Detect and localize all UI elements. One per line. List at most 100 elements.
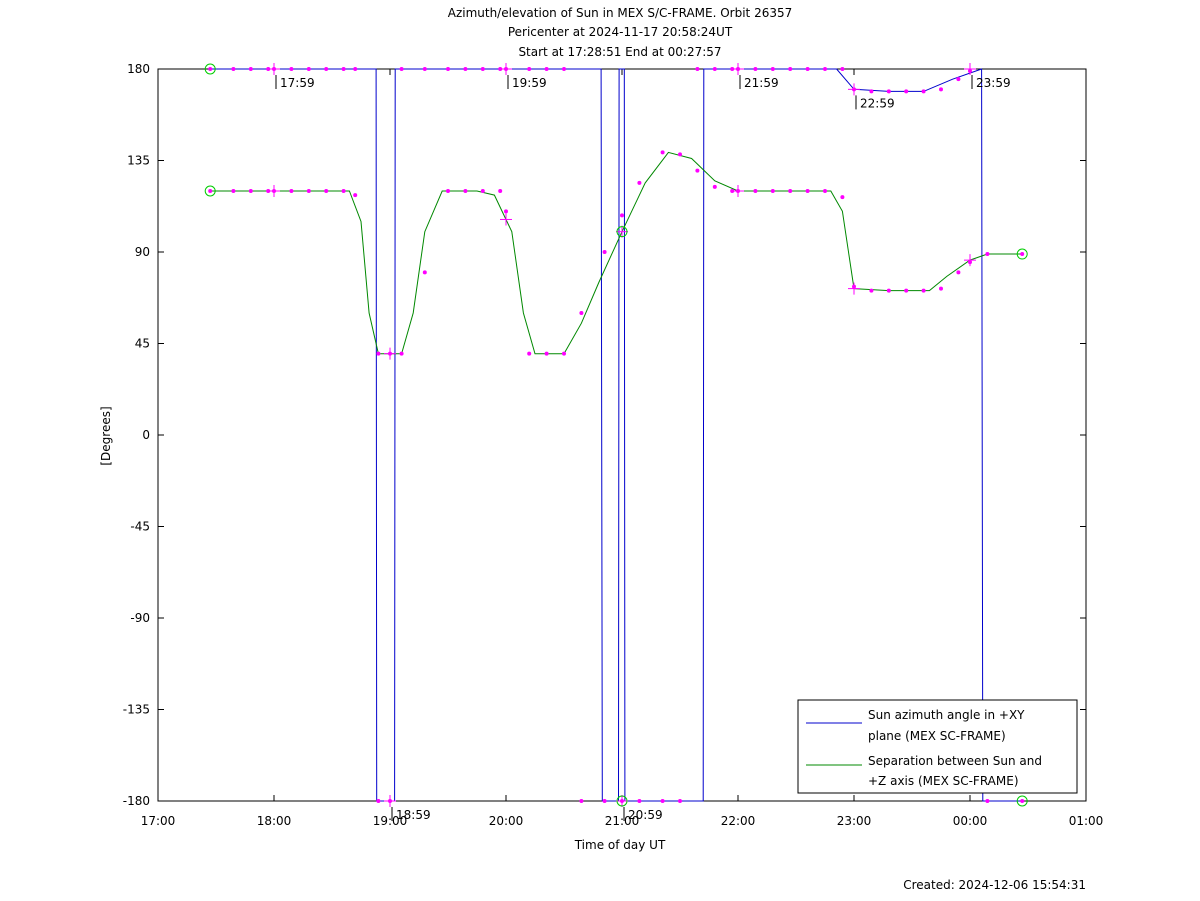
- azimuth-point-40: [886, 89, 891, 94]
- separation-point-46: [985, 252, 990, 257]
- azimuth-point-29: [712, 67, 717, 71]
- azimuth-point-46: [985, 799, 990, 803]
- azimuth-point-1: [231, 67, 236, 71]
- chart-title-line-3: Start at 17:28:51 End at 00:27:57: [518, 45, 721, 59]
- legend-label-azimuth-line-2: plane (MEX SC-FRAME): [868, 729, 1006, 743]
- azimuth-point-16: [480, 67, 485, 71]
- separation-point-22: [579, 311, 584, 315]
- pericenter-circle-0: [616, 795, 628, 807]
- azimuth-point-36: [823, 67, 827, 71]
- separation-point-43: [939, 286, 943, 291]
- plot-frame: [157, 68, 1087, 802]
- x-tick-label-6: 23:00: [837, 814, 872, 828]
- azimuth-point-28: [695, 67, 700, 71]
- separation-point-1: [231, 189, 236, 193]
- azimuth-point-19: [527, 67, 532, 71]
- separation-point-42: [921, 288, 926, 293]
- y-tick-label-4: 0: [142, 428, 150, 442]
- separation-point-28: [695, 168, 700, 173]
- azimuth-point-26: [660, 799, 665, 803]
- separation-point-10: [376, 351, 381, 356]
- azimuth-point-39: [869, 89, 874, 94]
- legend-label-azimuth-line-1: Sun azimuth angle in +XY: [868, 708, 1025, 722]
- azimuth-point-47: [1020, 799, 1025, 803]
- x-tick-label-8: 01:00: [1069, 814, 1104, 828]
- chart-title-line-1: Azimuth/elevation of Sun in MEX S/C-FRAM…: [448, 6, 793, 20]
- separation-point-24: [620, 213, 624, 218]
- azimuth-point-43: [939, 87, 943, 92]
- series-line-azimuth: [210, 68, 1023, 802]
- legend: Sun azimuth angle in +XY plane (MEX SC-F…: [797, 699, 1078, 794]
- created-timestamp: Created: 2024-12-06 15:54:31: [903, 878, 1086, 892]
- separation-point-14: [446, 189, 450, 193]
- azimuth-point-9: [353, 67, 358, 71]
- separation-point-44: [956, 270, 961, 275]
- azimuth-point-37: [840, 67, 845, 71]
- separation-point-37: [840, 195, 845, 200]
- azimuth-point-35: [805, 67, 810, 71]
- azimuth-point-25: [637, 799, 642, 803]
- azimuth-point-23: [602, 799, 607, 803]
- separation-point-17: [498, 189, 503, 193]
- endpoint-separation-1: [1016, 248, 1028, 260]
- azimuth-point-10: [376, 799, 381, 803]
- x-axis-label: Time of day UT: [574, 838, 666, 852]
- azimuth-point-12: [399, 67, 404, 71]
- azimuth-point-7: [324, 67, 329, 71]
- separation-point-34: [788, 189, 793, 193]
- series-line-separation: [210, 151, 1023, 355]
- separation-point-32: [753, 189, 758, 193]
- x-tick-label-2: 19:00: [373, 814, 408, 828]
- orbit-time-label-2: 19:59: [512, 76, 547, 90]
- separation-point-18: [504, 209, 508, 214]
- separation-point-41: [904, 288, 909, 293]
- orbit-time-label-1: 18:59: [396, 808, 431, 822]
- azimuth-point-27: [678, 799, 682, 803]
- x-tick-label-5: 22:00: [721, 814, 756, 828]
- azimuth-point-6: [306, 67, 311, 71]
- separation-point-35: [805, 189, 810, 193]
- y-tick-label-6: -90: [130, 611, 150, 625]
- azimuth-point-13: [422, 67, 427, 71]
- separation-point-6: [306, 189, 311, 193]
- pericenter-circle-1: [616, 226, 628, 238]
- orbit-time-label-0: 17:59: [280, 76, 315, 90]
- y-tick-label-1: 135: [127, 154, 150, 168]
- endpoint-azimuth-1: [1016, 795, 1028, 807]
- separation-point-26: [660, 150, 665, 155]
- separation-point-47: [1020, 252, 1025, 257]
- plot-area: 17:00 18:00 19:00 20:00 21:00 22:00 23:00 00:00…: [123, 62, 1104, 828]
- x-tick-label-7: 00:00: [953, 814, 988, 828]
- y-tick-label-2: 90: [135, 245, 150, 259]
- azimuth-point-20: [544, 67, 549, 71]
- x-tick-label-3: 20:00: [489, 814, 524, 828]
- separation-point-5: [289, 189, 294, 193]
- separation-point-40: [886, 288, 891, 293]
- azimuth-point-42: [921, 89, 926, 94]
- separation-point-36: [823, 189, 827, 193]
- orbit-time-label-6: 23:59: [976, 76, 1011, 90]
- legend-box: [797, 699, 1078, 794]
- azimuth-point-22: [579, 799, 584, 803]
- azimuth-point-41: [904, 89, 909, 94]
- azimuth-point-5: [289, 67, 294, 71]
- legend-label-separation-line-2: +Z axis (MEX SC-FRAME): [868, 774, 1019, 788]
- separation-point-39: [869, 288, 874, 293]
- separation-point-0: [208, 189, 213, 193]
- azimuth-point-34: [788, 67, 793, 71]
- separation-point-25: [637, 180, 642, 185]
- endpoint-separation-0: [204, 185, 216, 197]
- legend-label-separation-line-1: Separation between Sun and: [868, 754, 1042, 768]
- y-tick-label-3: 45: [135, 337, 150, 351]
- separation-point-8: [341, 189, 346, 193]
- x-tick-label-0: 17:00: [141, 814, 176, 828]
- azimuth-point-32: [753, 67, 758, 71]
- separation-point-27: [678, 152, 682, 157]
- azimuth-point-15: [463, 67, 468, 71]
- separation-point-20: [544, 351, 549, 356]
- separation-point-15: [463, 189, 468, 193]
- separation-point-12: [399, 351, 404, 356]
- azimuth-point-21: [562, 67, 566, 71]
- x-tick-label-1: 18:00: [257, 814, 292, 828]
